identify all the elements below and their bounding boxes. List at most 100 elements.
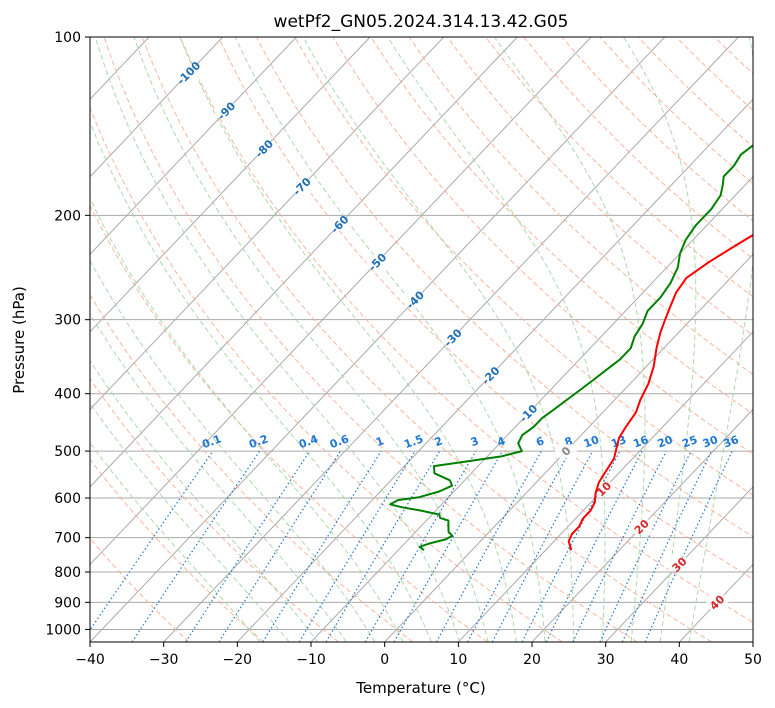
isotherm-label-bg-1 [215, 103, 238, 118]
dry-adiabat-23 [752, 37, 753, 39]
isotherm-8 [90, 37, 518, 488]
dry-adiabat-18 [561, 37, 753, 222]
dry-adiabat-19 [599, 37, 753, 185]
isotherm-5 [90, 37, 297, 256]
dry-adiabat-17 [523, 37, 753, 260]
x-tick-label-6: 20 [523, 652, 541, 668]
mixing-ratio-line-2 [185, 450, 311, 642]
plot-frame [89, 36, 754, 643]
line-labels: 0.1 0.2 0.4 0.6 1 1.5 2 3 4 6 8 10 13 16 20 25 30 36-100-… [175, 59, 741, 613]
isotherm-4 [90, 37, 224, 178]
mixing-ratio-label-4: 1 [374, 434, 386, 449]
moist-adiabat-6 [90, 120, 432, 642]
mixing-ratio-label-15: 25 [680, 433, 699, 450]
y-tick-label-5: 600 [54, 491, 81, 507]
mixing-ratio-label-10: 8 [563, 434, 575, 449]
x-axis-label: Temperature (°C) [355, 679, 485, 697]
y-axis-label: Pressure (hPa) [10, 286, 28, 394]
mixing-ratio-line-4 [262, 450, 382, 642]
moist-adiabat-11 [302, 37, 575, 642]
isotherm-6 [90, 37, 371, 333]
moist-adiabat-4 [90, 259, 376, 642]
dry-adiabat-10 [256, 37, 753, 538]
y-tick-label-7: 800 [54, 565, 81, 581]
isotherm-12 [236, 98, 753, 642]
isotherm-label-bg-2 [253, 141, 276, 156]
y-tick-label-8: 900 [54, 595, 81, 611]
y-tick-label-4: 500 [54, 444, 81, 460]
x-tick-label-4: 0 [380, 652, 389, 668]
isotherm-17 [605, 486, 753, 642]
x-tick-label-7: 30 [597, 652, 615, 668]
mixing-ratio-label-8: 4 [495, 434, 507, 449]
isotherm-label-bg-12 [630, 519, 653, 534]
moist-adiabat-0 [90, 442, 261, 642]
y-tick-label-1: 200 [54, 208, 81, 224]
mixing-ratio-line-17 [644, 450, 733, 642]
mixing-ratio-label-17: 36 [722, 433, 741, 451]
dry-adiabat-4 [90, 204, 488, 642]
dry-adiabat-2 [90, 377, 339, 642]
moist-adiabat-15 [688, 37, 753, 642]
y-tick-label-0: 100 [54, 30, 81, 46]
isotherm-label-bg-8 [479, 368, 502, 383]
moist-adiabat-10 [234, 37, 546, 642]
mixing-ratio-label-7: 3 [469, 434, 481, 449]
dry-adiabat-6 [103, 37, 638, 642]
y-axis: 100 200 300 400 500 600 700 800 900 1000 [45, 30, 90, 638]
isotherm-14 [384, 253, 753, 642]
dry-adiabat-22 [714, 37, 753, 75]
mixing-ratio-label-14: 20 [656, 433, 675, 451]
dry-adiabat-1 [90, 458, 264, 642]
mixing-ratio-line-5 [298, 450, 416, 642]
mixing-ratio-label-16: 30 [701, 433, 720, 451]
dry-adiabat-16 [485, 37, 753, 298]
x-tick-label-9: 50 [744, 652, 762, 668]
x-tick-label-5: 10 [449, 652, 467, 668]
isotherm-label-bg-0 [177, 65, 200, 80]
mixing-ratio-line-3 [218, 450, 342, 642]
isotherm-15 [457, 331, 753, 642]
profile-line-1 [389, 144, 753, 551]
x-tick-label-8: 40 [670, 652, 688, 668]
mixing-ratio-line-8 [393, 450, 504, 642]
isotherm-label-bg-13 [668, 557, 691, 572]
isotherm-7 [90, 37, 445, 411]
isotherm-18 [678, 563, 753, 642]
dry-adiabat-9 [217, 37, 753, 580]
dry-adiabat-14 [408, 37, 753, 375]
isotherm-9 [90, 37, 592, 566]
y-tick-label-2: 300 [54, 313, 81, 329]
mixing-ratio-line-0 [90, 450, 214, 631]
moist-adiabat-2 [90, 359, 319, 642]
dry-adiabat-11 [294, 37, 753, 496]
isotherm-13 [310, 176, 753, 642]
isotherm-10 [90, 37, 666, 642]
isotherm-label-bg-4 [328, 217, 351, 232]
mixing-ratio-line-10 [466, 450, 571, 642]
y-tick-label-9: 1000 [45, 622, 81, 638]
mixing-ratio-label-1: 0.2 [247, 432, 270, 451]
dry-adiabat-3 [90, 293, 414, 642]
x-axis: −40 −30 −20 −10 0 10 20 30 40 50 [75, 642, 762, 668]
moist-adiabat-3 [90, 312, 347, 642]
mixing-ratio-label-9: 6 [534, 434, 546, 449]
mixing-ratio-line-9 [435, 450, 542, 642]
isotherm-label-bg-7 [441, 330, 464, 345]
dry-adiabat-0 [90, 537, 190, 642]
isotherm-16 [531, 408, 753, 642]
moist-adiabat-1 [90, 402, 290, 642]
x-tick-label-0: −40 [75, 652, 105, 668]
isotherm-label-bg-9 [517, 406, 540, 421]
mixing-ratio-line-15 [599, 450, 692, 642]
mixing-ratio-label-3: 0.6 [328, 432, 351, 451]
mixing-ratio-line-13 [545, 450, 643, 642]
dry-adiabat-5 [90, 106, 563, 642]
moist-adiabat-9 [179, 37, 517, 642]
y-tick-label-3: 400 [54, 387, 81, 403]
dry-adiabat-7 [141, 37, 712, 642]
isotherm-label-bg-6 [404, 292, 427, 307]
profile-series [389, 144, 753, 551]
moist-adiabat-14 [622, 37, 697, 642]
